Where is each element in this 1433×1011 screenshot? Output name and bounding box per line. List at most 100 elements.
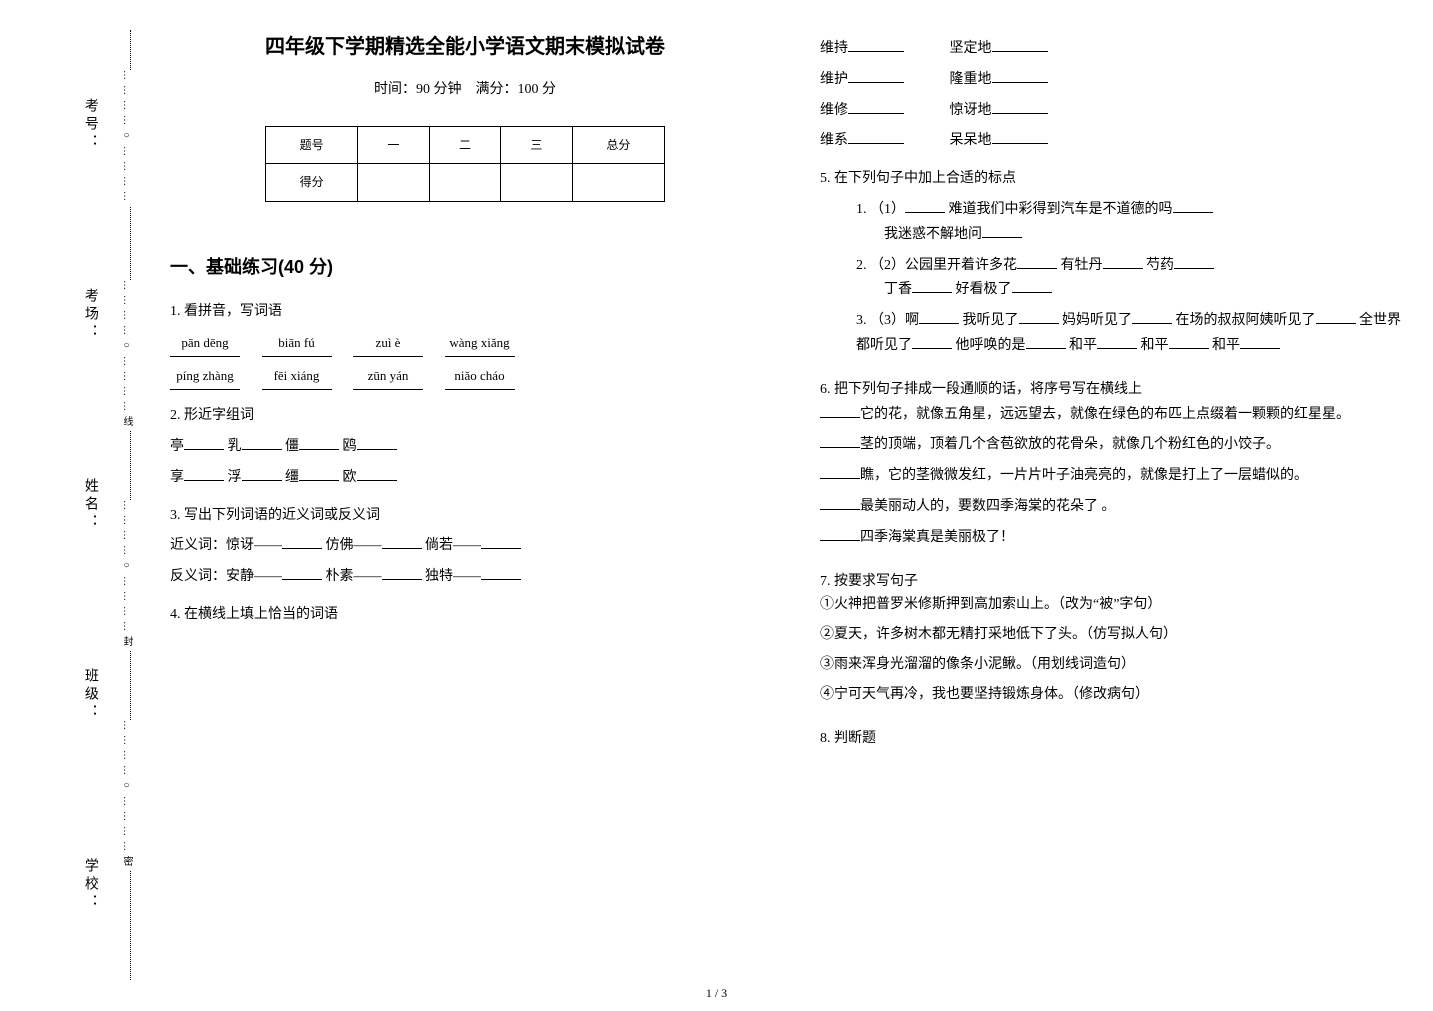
char: 浮 (228, 470, 242, 485)
question-8: 8. 判断题 (820, 727, 1410, 751)
q3-line-2: 反义词：安静—— 朴素—— 独特—— (170, 564, 760, 589)
blank (481, 564, 521, 580)
question-7: 7. 按要求写句子 ①火神把普罗米修斯押到高加索山上。（改为“被”字句） ②夏天… (820, 570, 1410, 713)
pinyin: biān fú (262, 332, 332, 357)
char: 亭 (170, 439, 184, 454)
q2-row-1: 亭 乳 僵 鸥 (170, 434, 760, 459)
num: 2. (856, 258, 867, 273)
text: 它的花，就像五角星，远远望去，就像在绿色的布匹上点缀着一颗颗的红星星。 (860, 407, 1350, 422)
blank (1173, 197, 1213, 213)
char: 欧 (343, 470, 357, 485)
text: 好看极了 (956, 282, 1012, 297)
score-row-label: 得分 (266, 164, 358, 201)
cut-text-3: …………○…………线 (118, 280, 135, 431)
blank (982, 222, 1022, 238)
cut-text-4: …………○………… (118, 70, 135, 206)
text: 近义词：惊讶—— (170, 538, 282, 553)
text: 和平 (1212, 338, 1240, 353)
q4-row-1: 维持 坚定地 (820, 36, 1410, 61)
blank (992, 36, 1048, 52)
blank (242, 434, 282, 450)
q2-row-2: 享 浮 缰 欧 (170, 465, 760, 490)
q7-item-3: ③雨来浑身光溜溜的像条小泥鳅。（用划线词造句） (820, 653, 1410, 677)
blank (382, 533, 422, 549)
word: 维持 (820, 41, 848, 56)
blank (184, 465, 224, 481)
blank (1019, 308, 1059, 324)
blank (1097, 333, 1137, 349)
q8-label: 8. 判断题 (820, 727, 1410, 751)
blank (820, 432, 860, 448)
word: 维系 (820, 133, 848, 148)
char: 鸥 (343, 439, 357, 454)
q7-label: 7. 按要求写句子 (820, 570, 1410, 594)
q7-item-2: ②夏天，许多树木都无精打采地低下了头。（仿写拟人句） (820, 623, 1410, 647)
q5-sub-2: 2. （2）公园里开着许多花 有牡丹 芍药 丁香 好看极了 (856, 253, 1410, 303)
pinyin: pān dēng (170, 332, 240, 357)
blank (820, 494, 860, 510)
question-6: 6. 把下列句子排成一段通顺的话，将序号写在横线上 它的花，就像五角星，远远望去… (820, 378, 1410, 556)
blank (992, 98, 1048, 114)
blank (848, 67, 904, 83)
score-h2: 二 (429, 126, 500, 163)
page-body: 四年级下学期精选全能小学语文期末模拟试卷 时间：90 分钟 满分：100 分 题… (170, 30, 1410, 980)
blank (905, 197, 945, 213)
score-cell-3 (501, 164, 572, 201)
text: （2）公园里开着许多花 (870, 258, 1017, 273)
text: 妈妈听见了 (1062, 313, 1132, 328)
score-h3: 三 (501, 126, 572, 163)
num: 3. (856, 313, 867, 328)
cut-text-2: …………○…………封 (118, 500, 135, 651)
blank (481, 533, 521, 549)
blank (299, 434, 339, 450)
blank (992, 128, 1048, 144)
q6-label: 6. 把下列句子排成一段通顺的话，将序号写在横线上 (820, 378, 1410, 402)
blank (357, 465, 397, 481)
blank (282, 564, 322, 580)
text: 和平 (1141, 338, 1169, 353)
text: （3）啊 (870, 313, 919, 328)
text: 倘若—— (425, 538, 481, 553)
blank (242, 465, 282, 481)
char: 乳 (228, 439, 242, 454)
pinyin: wàng xiǎng (445, 332, 515, 357)
text: 反义词：安静—— (170, 569, 282, 584)
pinyin: niǎo cháo (445, 365, 515, 390)
score-h0: 题号 (266, 126, 358, 163)
blank (1012, 277, 1052, 293)
score-header-row: 题号 一 二 三 总分 (266, 126, 665, 163)
pinyin: píng zhàng (170, 365, 240, 390)
text: 我迷惑不解地问 (884, 227, 982, 242)
blank (820, 525, 860, 541)
q6-line-3: 瞧，它的茎微微发红，一片片叶子油亮亮的，就像是打上了一层蜡似的。 (820, 463, 1410, 488)
q6-line-4: 最美丽动人的，要数四季海棠的花朵了 。 (820, 494, 1410, 519)
blank (992, 67, 1048, 83)
word: 呆呆地 (950, 133, 992, 148)
question-2: 2. 形近字组词 亭 乳 僵 鸥 享 浮 缰 欧 (170, 404, 760, 489)
exam-title: 四年级下学期精选全能小学语文期末模拟试卷 (170, 30, 760, 64)
pinyin: zuì è (353, 332, 423, 357)
word: 维护 (820, 72, 848, 87)
q7-item-4: ④宁可天气再冷，我也要坚持锻炼身体。（修改病句） (820, 683, 1410, 707)
q5-sublist: 1. （1） 难道我们中彩得到汽车是不道德的吗 我迷惑不解地问 2. （2）公园… (856, 197, 1410, 358)
q1-label: 1. 看拼音，写词语 (170, 300, 760, 324)
text: 在场的叔叔阿姨听见了 (1176, 313, 1316, 328)
q6-line-1: 它的花，就像五角星，远远望去，就像在绿色的布匹上点缀着一颗颗的红星星。 (820, 402, 1410, 427)
question-3: 3. 写出下列词语的近义词或反义词 近义词：惊讶—— 仿佛—— 倘若—— 反义词… (170, 504, 760, 589)
q2-label: 2. 形近字组词 (170, 404, 760, 428)
blank (848, 128, 904, 144)
question-1: 1. 看拼音，写词语 pān dēng biān fú zuì è wàng x… (170, 300, 760, 390)
text: 仿佛—— (326, 538, 382, 553)
blank (282, 533, 322, 549)
text: （1） (870, 202, 905, 217)
q3-line-1: 近义词：惊讶—— 仿佛—— 倘若—— (170, 533, 760, 558)
exam-subtitle: 时间：90 分钟 满分：100 分 (170, 78, 760, 102)
label-name: 姓名： (78, 478, 102, 532)
blank (184, 434, 224, 450)
blank (912, 333, 952, 349)
score-cell-4 (572, 164, 664, 201)
text: 最美丽动人的，要数四季海棠的花朵了 。 (860, 499, 1116, 514)
word: 隆重地 (950, 72, 992, 87)
blank (919, 308, 959, 324)
q3-label: 3. 写出下列词语的近义词或反义词 (170, 504, 760, 528)
